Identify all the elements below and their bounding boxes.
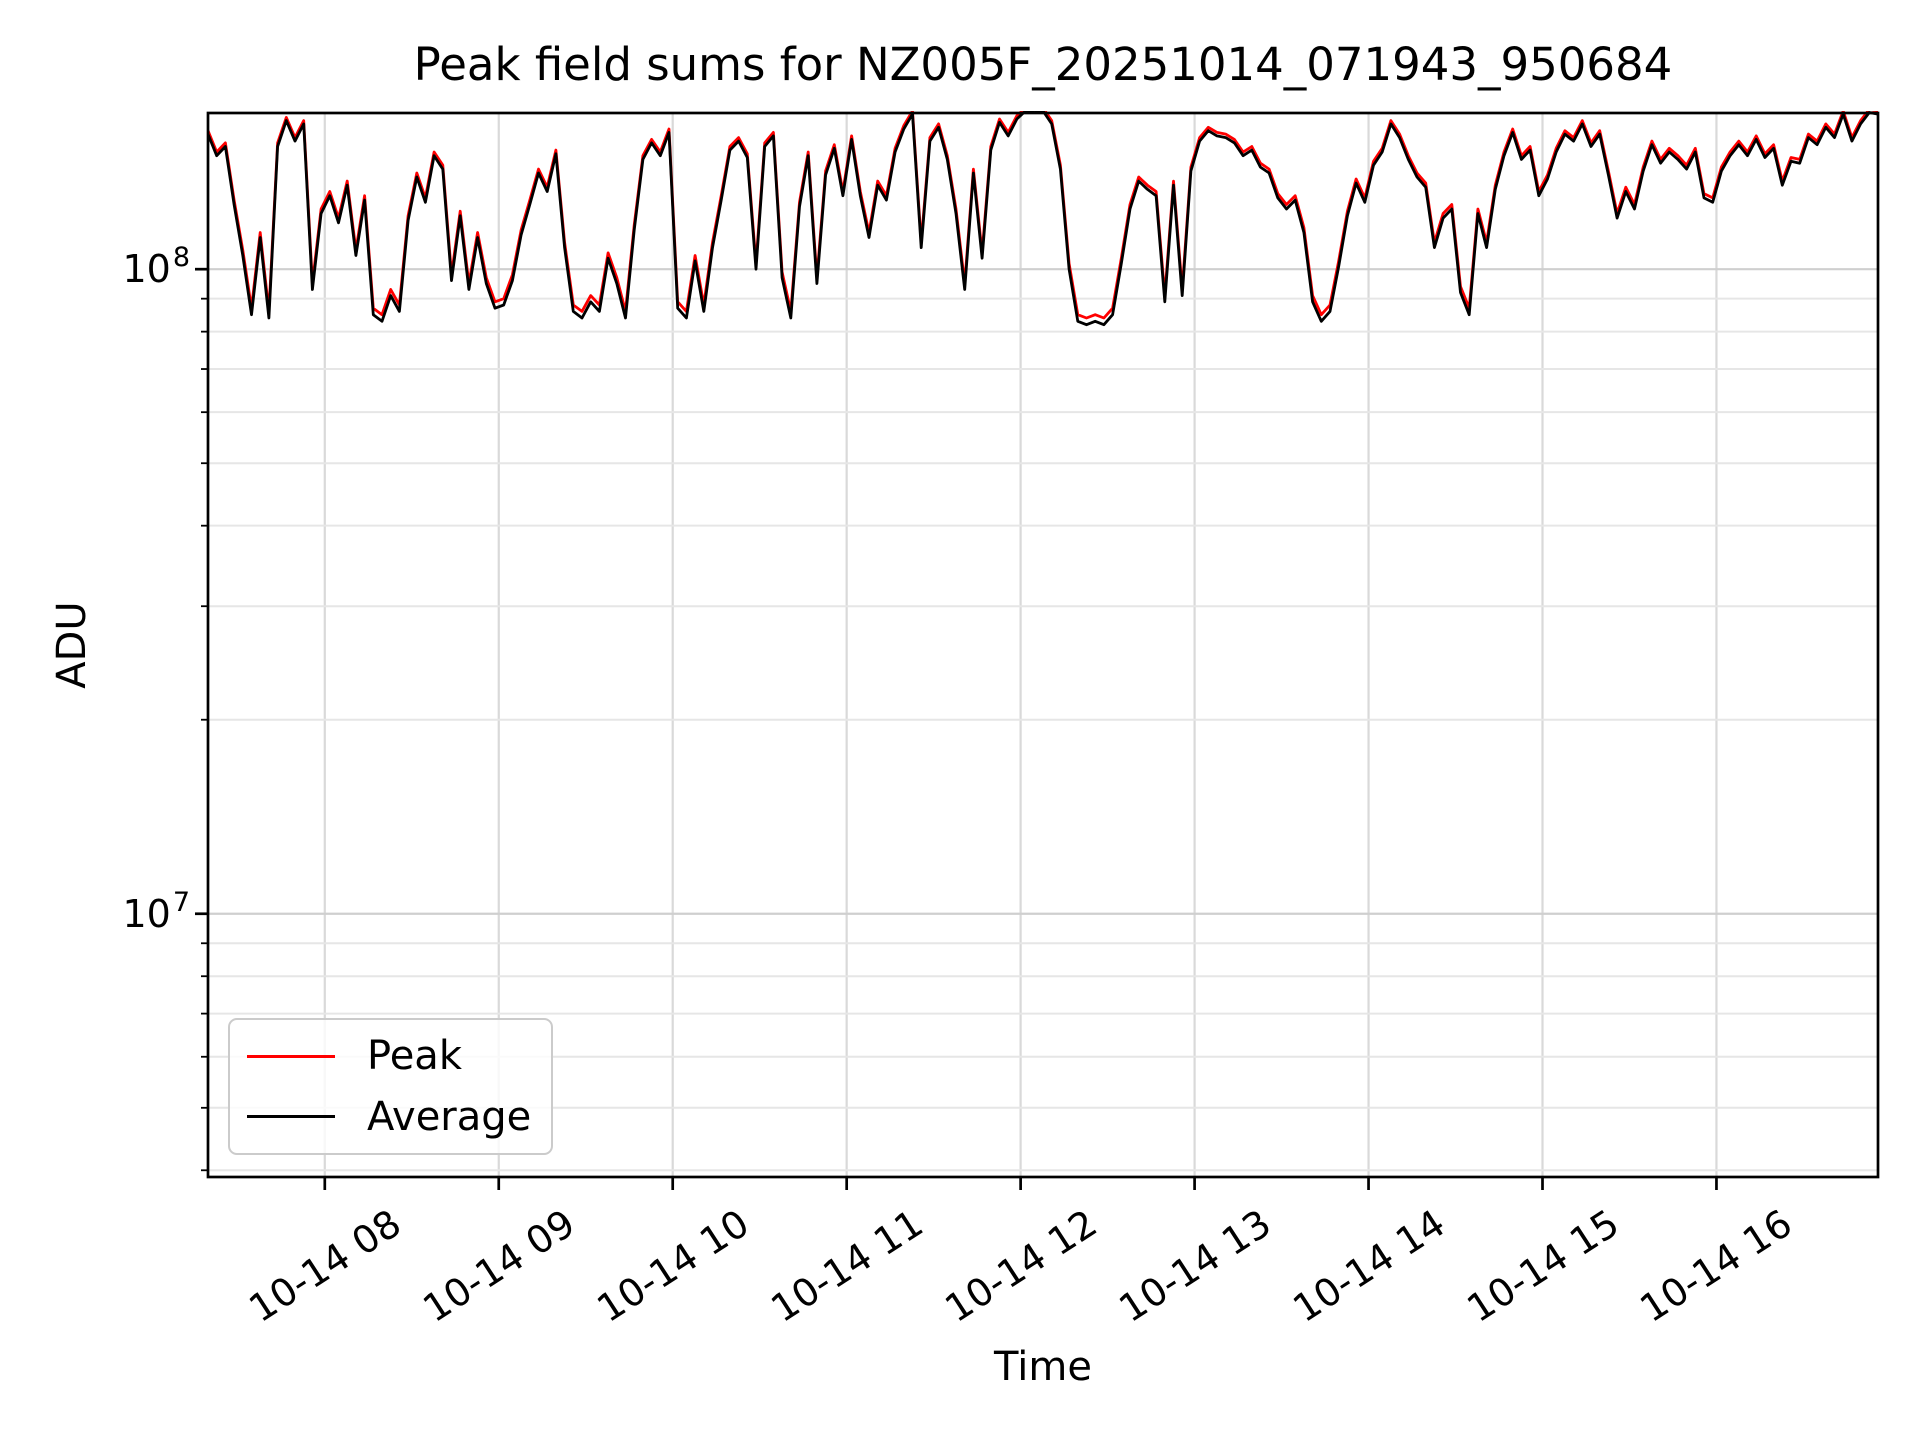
- series-lines: [208, 111, 1878, 327]
- legend-label-peak: Peak: [367, 1033, 462, 1080]
- y-tick-label-1e7: 107: [60, 887, 190, 936]
- legend-entry-average: Average: [230, 1095, 551, 1139]
- peak-line-swatch: [247, 1054, 335, 1058]
- legend-entry-peak: Peak: [230, 1034, 551, 1078]
- y-tick-base: 10: [122, 891, 171, 936]
- y-tick-label-1e8: 108: [60, 242, 190, 292]
- y-tick-exponent: 8: [172, 242, 190, 274]
- average-line-swatch: [247, 1115, 335, 1119]
- axes-spines: [206, 111, 1880, 1179]
- legend: Peak Average: [228, 1018, 553, 1155]
- legend-label-average: Average: [367, 1093, 532, 1140]
- y-tick-base: 10: [122, 247, 171, 292]
- tick-marks: [195, 267, 1718, 1190]
- average-series-line: [208, 111, 1878, 327]
- peak-series-line: [208, 111, 1878, 320]
- chart-title: Peak field sums for NZ005F_20251014_0719…: [413, 38, 1673, 91]
- x-axis-label: Time: [994, 1344, 1092, 1390]
- y-tick-exponent: 7: [172, 886, 190, 918]
